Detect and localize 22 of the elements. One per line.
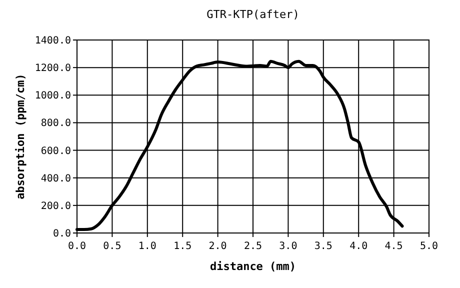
x-tick-label: 2.5	[244, 241, 262, 252]
x-tick-label: 0.0	[68, 241, 86, 252]
x-tick-label: 1.5	[174, 241, 192, 252]
x-tick-label: 4.5	[384, 241, 403, 252]
x-tick-label: 3.5	[314, 241, 332, 252]
y-tick-label: 1200.0	[34, 63, 71, 74]
chart-title: GTR-KTP(after)	[206, 8, 300, 21]
x-tick-label: 3.0	[279, 241, 298, 252]
x-tick-label: 5.0	[420, 241, 438, 252]
y-tick-label: 400.0	[40, 173, 71, 184]
x-tick-label: 1.0	[138, 241, 156, 252]
y-tick-label: 1400.0	[34, 36, 71, 46]
x-tick-label: 2.0	[208, 241, 227, 252]
y-axis-title: absorption (ppm/cm)	[14, 74, 27, 200]
y-tick-label: 800.0	[40, 118, 71, 130]
y-tick-label: 0.0	[52, 228, 71, 240]
x-tick-label: 4.0	[350, 241, 368, 252]
x-axis-title: distance (mm)	[210, 260, 296, 273]
y-tick-label: 1000.0	[34, 90, 71, 102]
y-tick-label: 200.0	[40, 200, 71, 212]
x-tick-label: 0.5	[103, 241, 122, 252]
y-tick-label: 600.0	[40, 146, 71, 157]
